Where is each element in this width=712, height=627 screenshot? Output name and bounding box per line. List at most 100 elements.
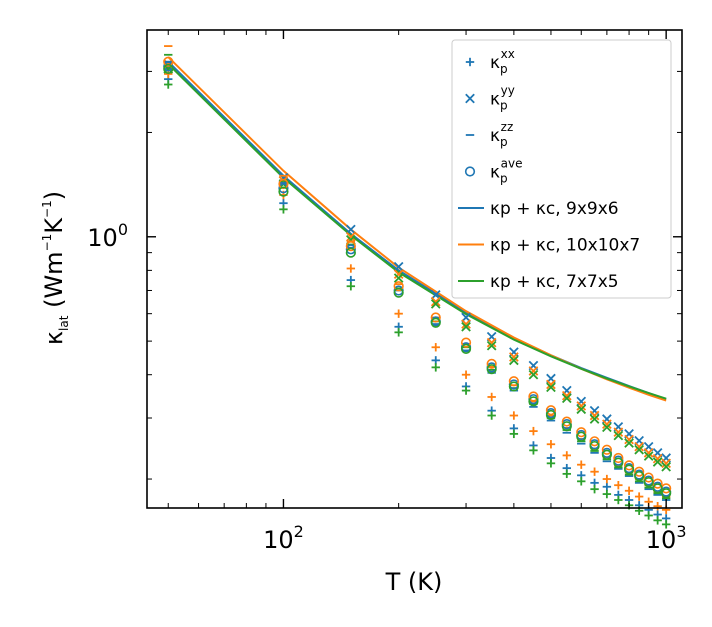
data-point-s5-19 (661, 461, 671, 472)
data-point-s10-15 (623, 460, 635, 471)
data-point-s3-3 (393, 261, 404, 272)
legend-marker-handle (465, 93, 475, 104)
data-point-s11-1 (278, 186, 289, 197)
data-point-s4-11 (576, 401, 587, 411)
data-point-s4-19 (661, 458, 671, 469)
data-point-s2-11 (577, 477, 586, 486)
plot-frame (146, 29, 683, 509)
data-point-s1-13 (602, 474, 612, 484)
data-point-s2-7 (509, 429, 519, 439)
data-point-s1-5 (461, 370, 471, 379)
data-point-s10-5 (460, 337, 472, 348)
legend-label: κp + κc, 7x7x5 (490, 272, 619, 292)
data-point-s10-7 (508, 376, 519, 387)
data-point-s4-12 (589, 410, 600, 421)
data-point-s11-19 (661, 488, 672, 499)
legend-marker-handle (464, 166, 476, 177)
data-point-s5-8 (528, 369, 539, 380)
data-point-s1-14 (614, 480, 623, 490)
data-point-s0-13 (602, 482, 612, 491)
y-label-units-b: K (40, 217, 68, 234)
data-point-s1-8 (529, 426, 538, 436)
x-tick-label-0: 102 (263, 522, 304, 554)
data-point-s4-16 (634, 441, 644, 452)
data-point-s1-16 (634, 492, 644, 501)
y-label-exp-a: −1 (40, 234, 54, 252)
svg-text:κlat (Wm−1K−1): κlat (Wm−1K−1) (40, 191, 71, 345)
data-point-s5-12 (589, 414, 600, 424)
legend-label: κpzz (490, 120, 513, 149)
data-point-s4-4 (430, 296, 441, 307)
legend-label: κpxx (490, 47, 515, 76)
data-point-s2-1 (279, 205, 288, 214)
data-point-s11-10 (561, 421, 572, 432)
data-point-s5-14 (613, 430, 624, 441)
data-point-s2-9 (546, 459, 556, 468)
data-point-s11-14 (613, 457, 624, 468)
legend-box (451, 39, 672, 299)
legend-label: κpave (490, 157, 523, 186)
y-axis-label: κlat (Wm−1K−1) (40, 191, 71, 345)
series-10 (163, 56, 672, 494)
data-point-s11-16 (634, 470, 645, 482)
data-point-s9-2 (345, 244, 356, 255)
data-point-s2-0 (164, 80, 173, 89)
data-point-s5-13 (602, 422, 612, 433)
data-point-s1-10 (562, 451, 571, 460)
legend-label: κpyy (490, 84, 515, 113)
legend-marker-handle (465, 57, 475, 67)
data-point-s5-9 (546, 382, 556, 393)
data-point-s5-18 (652, 457, 663, 467)
legend-label: κp + κc, 9x9x6 (490, 199, 619, 219)
data-point-s11-17 (643, 476, 654, 488)
data-point-s10-9 (545, 405, 557, 416)
data-point-s0-4 (431, 356, 440, 365)
data-point-s5-16 (634, 444, 644, 455)
data-point-s11-11 (576, 431, 587, 442)
data-point-s4-7 (509, 352, 519, 362)
data-point-s3-11 (576, 396, 587, 407)
data-point-s1-2 (346, 264, 356, 273)
data-point-s4-15 (624, 434, 634, 445)
data-point-s2-10 (562, 469, 571, 479)
data-point-s9-1 (278, 183, 289, 194)
y-tick-label-0: 100 (87, 220, 128, 252)
data-point-s11-13 (601, 449, 612, 460)
data-point-s2-14 (614, 495, 623, 505)
data-point-s11-7 (508, 381, 519, 392)
data-point-s4-14 (613, 427, 624, 438)
legend-item-4: κp + κc, 9x9x6 (458, 199, 619, 219)
data-point-s5-4 (430, 299, 441, 309)
data-point-s1-15 (624, 486, 634, 495)
data-point-s11-8 (528, 396, 539, 407)
data-point-s11-9 (545, 409, 557, 421)
data-point-s2-2 (346, 282, 356, 291)
data-point-s10-3 (393, 281, 404, 292)
data-point-s4-3 (393, 269, 404, 280)
data-point-s4-10 (561, 390, 572, 401)
legend-item-6: κp + κc, 7x7x5 (458, 272, 619, 292)
data-point-s4-6 (486, 337, 497, 348)
data-point-s4-5 (461, 319, 471, 329)
legend-item-3: κpave (464, 157, 523, 186)
data-point-s11-2 (345, 247, 356, 258)
x-tick-label-1: 103 (646, 522, 687, 554)
legend-item-5: κp + κc, 10x10x7 (458, 236, 640, 256)
data-point-s2-4 (431, 363, 440, 372)
data-point-s10-13 (601, 444, 612, 455)
series-2 (164, 80, 671, 529)
legend-item-2: κpzz (465, 120, 513, 149)
data-point-s11-5 (460, 343, 472, 354)
data-point-s2-17 (644, 511, 653, 520)
data-point-s10-4 (430, 312, 441, 323)
data-point-s4-8 (528, 366, 539, 376)
data-point-s11-4 (430, 317, 441, 328)
legend-items: κpxx κpyy κpzz κpave κp + κc, 9x9x6 κp + κc, … (458, 47, 640, 292)
data-point-s5-10 (561, 393, 572, 404)
data-point-s5-5 (461, 321, 471, 332)
data-point-s4-17 (643, 448, 654, 458)
y-label-units-c: ) (40, 191, 68, 200)
data-point-s2-6 (487, 411, 496, 420)
y-label-symbol: κ (40, 331, 68, 345)
